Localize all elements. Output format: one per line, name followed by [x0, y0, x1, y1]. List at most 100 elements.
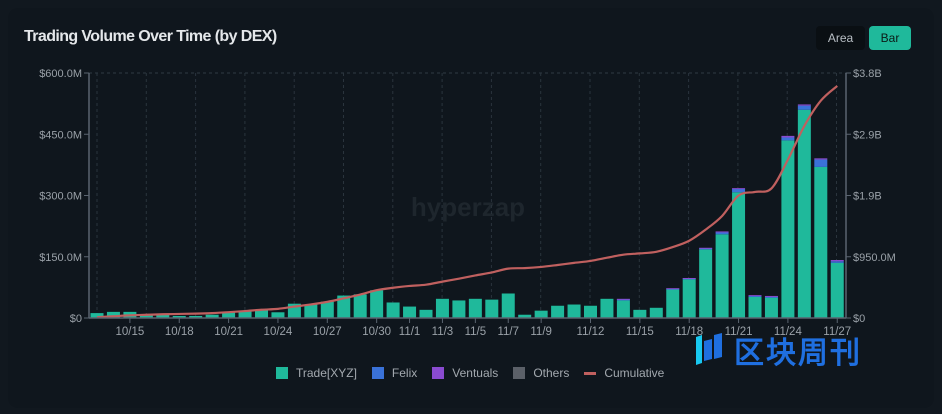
bar-segment[interactable] [781, 140, 795, 318]
bar-segment[interactable] [156, 314, 170, 318]
bar-segment[interactable] [567, 304, 581, 318]
svg-text:$3.8B: $3.8B [853, 68, 882, 80]
svg-text:$600.0M: $600.0M [39, 68, 82, 80]
bar-segment[interactable] [830, 262, 844, 318]
svg-text:$0: $0 [70, 313, 82, 325]
bar-segment[interactable] [616, 300, 630, 318]
bar-segment[interactable] [616, 298, 630, 300]
bar-segment[interactable] [748, 295, 762, 297]
bar-segment[interactable] [452, 300, 466, 318]
watermark-text: 区块周刊 [734, 336, 862, 371]
bar-segment[interactable] [419, 309, 433, 318]
svg-text:$150.0M: $150.0M [39, 252, 82, 264]
bar-segment[interactable] [106, 311, 120, 318]
svg-text:11/5: 11/5 [465, 326, 487, 338]
bar-segment[interactable] [781, 137, 795, 141]
bar-segment[interactable] [699, 247, 713, 249]
bar-segment[interactable] [172, 315, 186, 318]
bar-segment[interactable] [797, 104, 811, 106]
trade-xyz-swatch [276, 367, 288, 379]
bar-segment[interactable] [584, 305, 597, 318]
bar-segment[interactable] [139, 314, 153, 318]
bar-segment[interactable] [616, 299, 630, 301]
svg-text:10/15: 10/15 [116, 326, 145, 338]
bar-segment[interactable] [90, 313, 104, 318]
bar-segment[interactable] [682, 279, 696, 318]
bar-segment[interactable] [814, 158, 828, 160]
svg-text:10/24: 10/24 [264, 326, 293, 338]
bar-segment[interactable] [304, 304, 318, 318]
legend-ventuals[interactable]: Ventuals [432, 366, 498, 380]
bar-segment[interactable] [715, 231, 729, 233]
bar-segment[interactable] [666, 289, 680, 318]
bar-segment[interactable] [386, 302, 400, 318]
svg-text:10/21: 10/21 [214, 326, 243, 338]
legend-felix[interactable]: Felix [371, 366, 417, 380]
bar-segment[interactable] [551, 305, 565, 318]
bar-segment[interactable] [814, 166, 828, 318]
bar-segment[interactable] [353, 294, 367, 318]
grid-lines [89, 72, 846, 318]
bar-segment[interactable] [337, 295, 351, 318]
svg-text:$2.9B: $2.9B [853, 129, 882, 141]
bar-segment[interactable] [666, 288, 680, 290]
bar-segment[interactable] [238, 310, 252, 318]
area-toggle-button[interactable]: Area [816, 26, 865, 50]
svg-text:11/21: 11/21 [725, 326, 753, 338]
bar-segment[interactable] [814, 159, 828, 167]
ventuals-swatch [432, 367, 445, 379]
svg-text:11/27: 11/27 [823, 326, 851, 338]
bar-segment[interactable] [830, 261, 844, 263]
svg-text:11/24: 11/24 [774, 326, 803, 338]
bar-segment[interactable] [501, 293, 515, 319]
bar-segment[interactable] [518, 314, 532, 318]
bar-segment[interactable] [732, 192, 746, 318]
bar-segment[interactable] [797, 105, 811, 110]
bar-segment[interactable] [748, 296, 762, 318]
legend-others[interactable]: Others [513, 366, 569, 380]
legend-label: Others [533, 366, 570, 380]
bar-segment[interactable] [205, 314, 219, 318]
bar-segment[interactable] [764, 295, 778, 297]
bar-segment[interactable] [370, 290, 384, 318]
bar-segment[interactable] [699, 248, 713, 250]
bar-segment[interactable] [189, 315, 203, 318]
corner-watermark: 区块周刊 [694, 328, 862, 372]
bar-segment[interactable] [468, 298, 482, 318]
svg-text:$1.9B: $1.9B [853, 191, 882, 203]
bar-segment[interactable] [830, 260, 844, 262]
svg-text:$450.0M: $450.0M [39, 129, 82, 141]
felix-swatch [371, 367, 384, 379]
bar-segment[interactable] [797, 109, 811, 318]
bar-segment[interactable] [732, 188, 746, 190]
bar-segment[interactable] [682, 277, 696, 279]
bar-segment[interactable] [255, 309, 268, 318]
bar-segment[interactable] [649, 307, 663, 318]
bar-segment[interactable] [271, 312, 285, 318]
bar-segment[interactable] [781, 135, 795, 138]
chart-title: Trading Volume Over Time (by DEX) [24, 28, 277, 45]
bar-segment[interactable] [485, 299, 499, 318]
chart-legend: Trade[XYZ] Felix Ventuals Others Cumulat… [276, 366, 679, 380]
bar-segment[interactable] [320, 301, 334, 318]
legend-label: Ventuals [452, 366, 499, 380]
svg-text:$950.0M: $950.0M [853, 252, 896, 264]
bar-segment[interactable] [435, 298, 449, 318]
bar-segment[interactable] [403, 306, 417, 318]
bar-toggle-button[interactable]: Bar [869, 26, 911, 50]
cumulative-swatch [584, 371, 597, 375]
svg-text:$0: $0 [853, 313, 865, 325]
bar-segment[interactable] [732, 188, 746, 193]
bar-segment[interactable] [764, 296, 778, 298]
bar-segment[interactable] [748, 295, 762, 297]
bar-segment[interactable] [715, 232, 729, 235]
bar-segment[interactable] [222, 312, 236, 318]
legend-trade-xyz[interactable]: Trade[XYZ] [276, 366, 357, 380]
bar-segment[interactable] [600, 298, 614, 318]
bar-segment[interactable] [633, 309, 647, 318]
bar-segment[interactable] [764, 297, 778, 318]
bar-segment[interactable] [715, 234, 729, 318]
bar-segment[interactable] [534, 310, 548, 318]
legend-cumulative[interactable]: Cumulative [584, 366, 664, 380]
bar-segment[interactable] [699, 249, 713, 318]
